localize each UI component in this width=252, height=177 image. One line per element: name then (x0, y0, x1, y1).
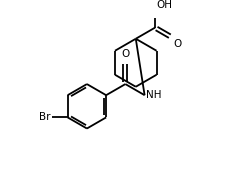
Text: O: O (173, 39, 181, 49)
Text: O: O (121, 49, 130, 59)
Text: Br: Br (39, 112, 51, 122)
Text: OH: OH (156, 0, 172, 10)
Text: NH: NH (146, 90, 162, 100)
